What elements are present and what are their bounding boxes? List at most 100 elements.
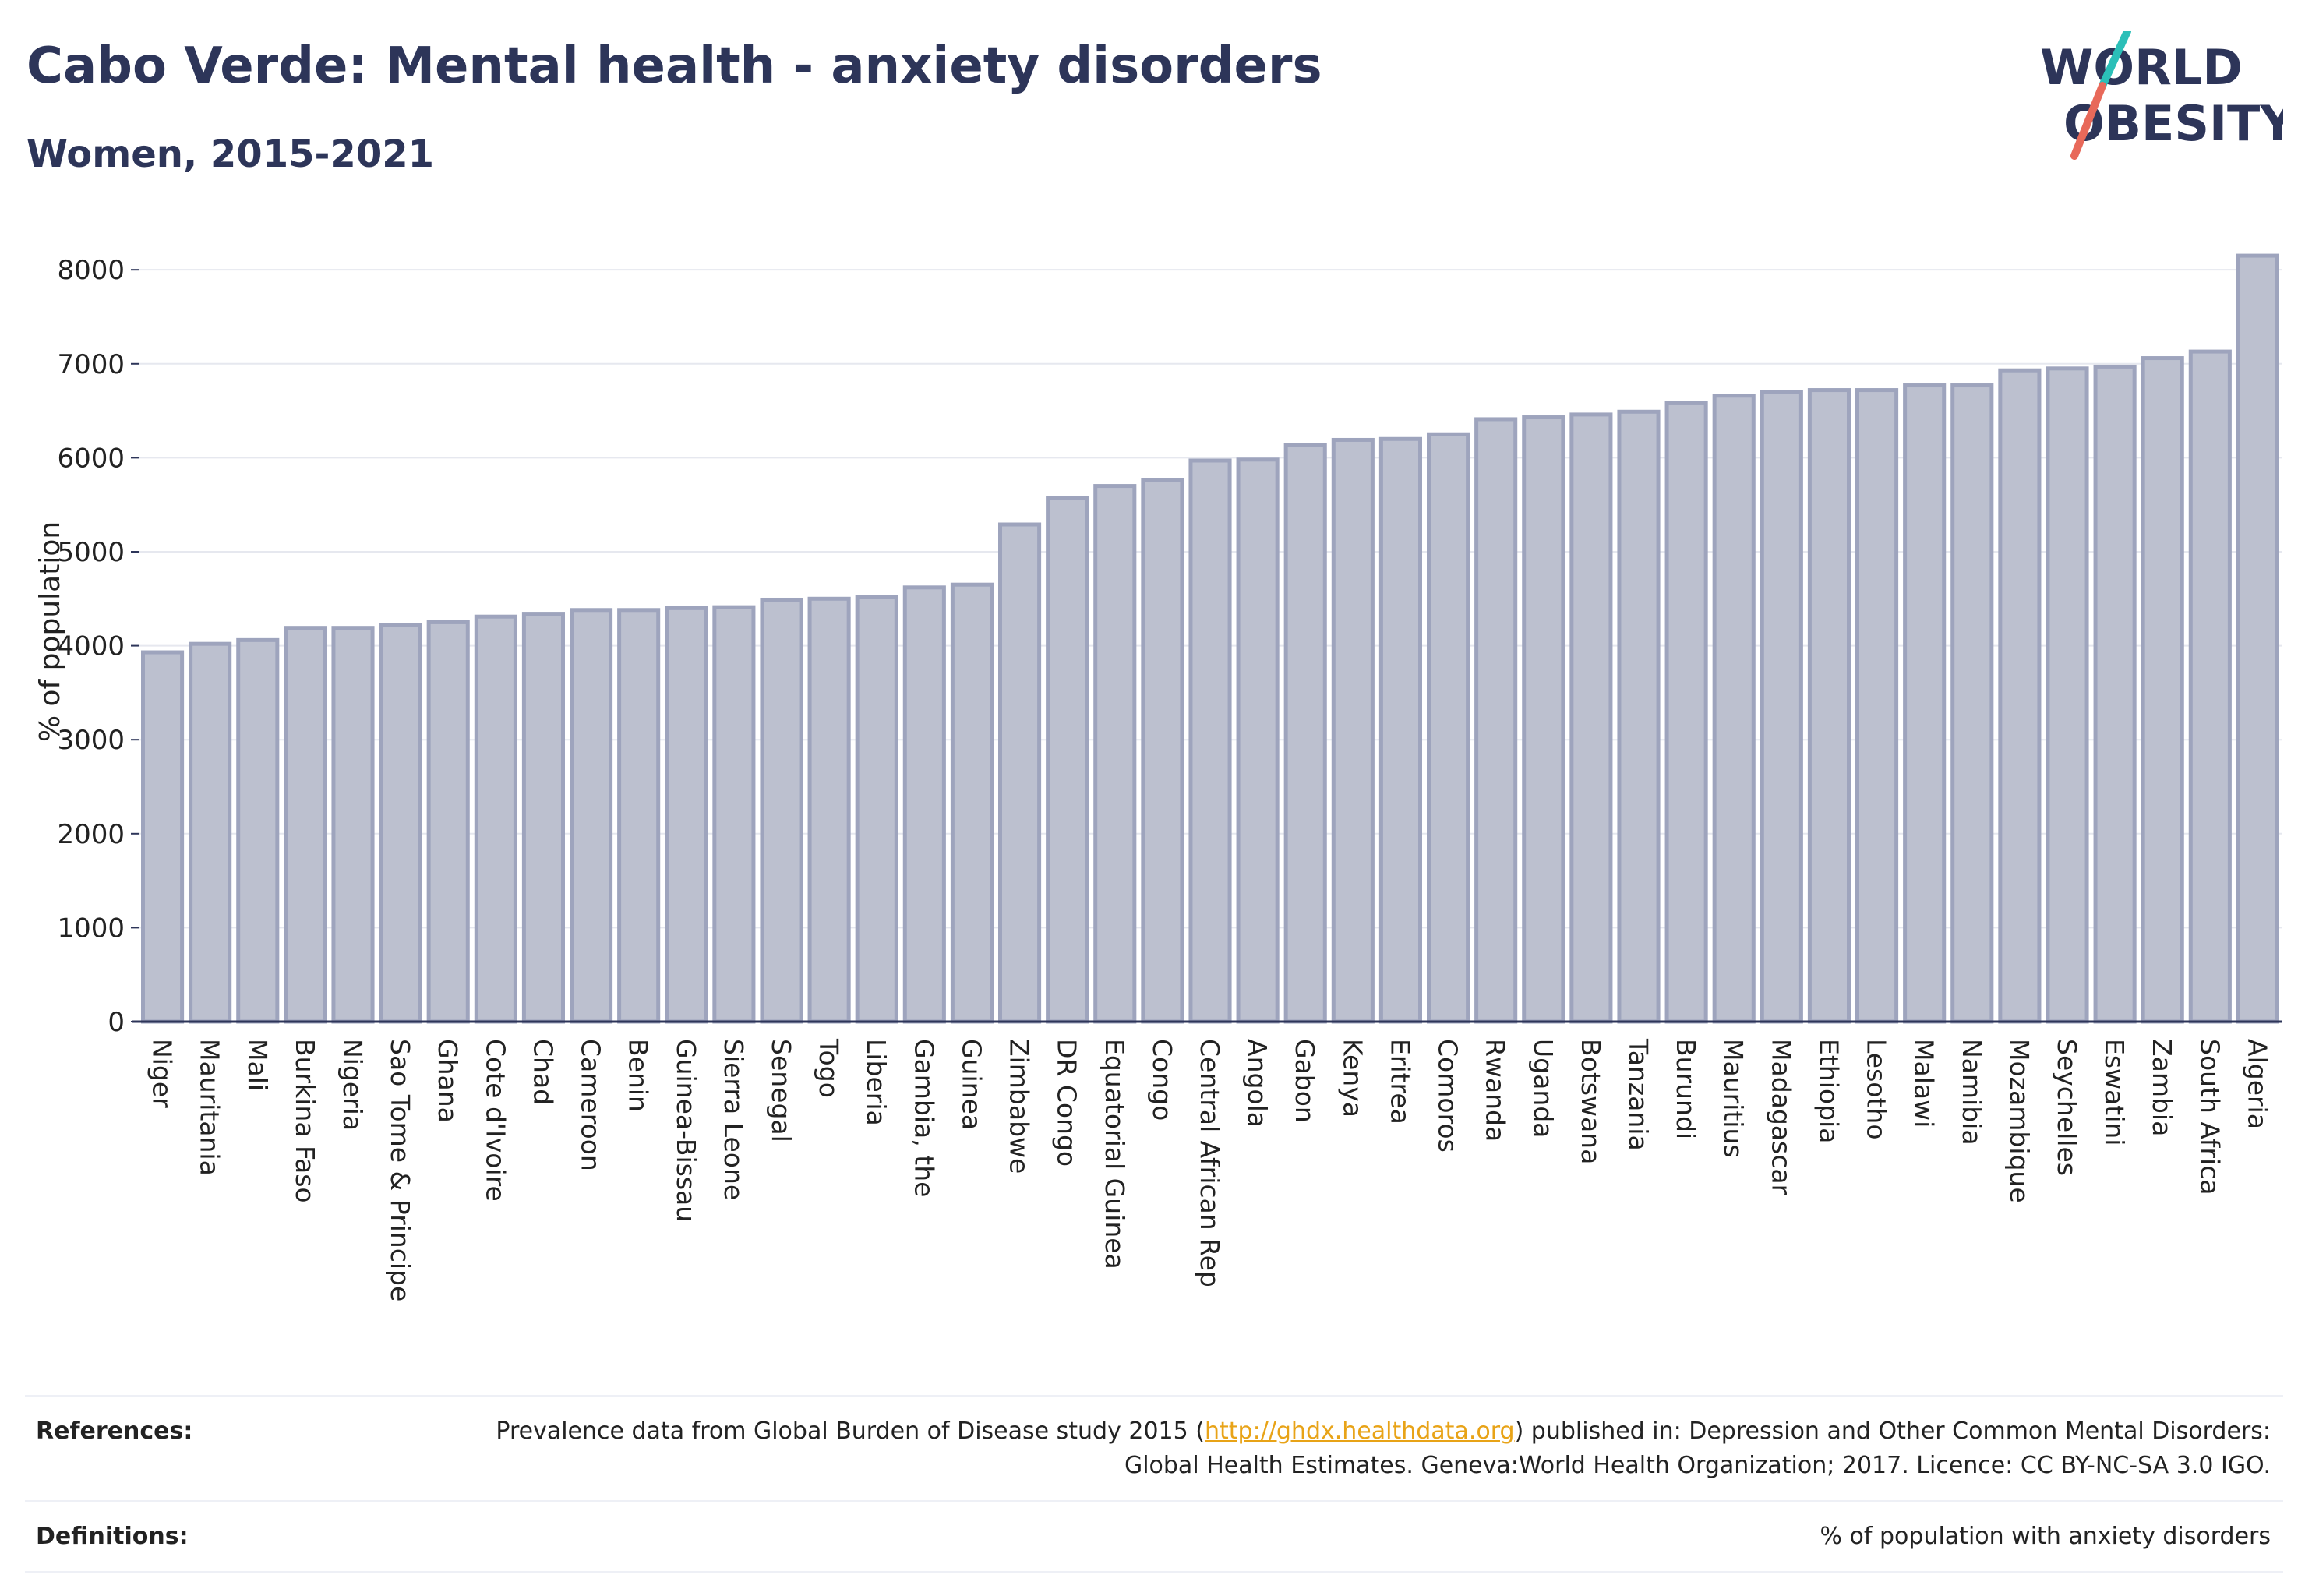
x-tick-label: Namibia (1957, 1039, 1987, 1146)
bar (1331, 437, 1375, 1024)
logo-slash-bottom (2070, 82, 2106, 160)
references-row: References: Prevalence data from Global … (25, 1397, 2283, 1502)
y-tick-label: 3000 (57, 725, 125, 756)
bar (1522, 415, 1565, 1024)
bar (1474, 417, 1518, 1024)
bar-chart: 0 1000 2000 3000 4000 5000 6000 7000 8000 % of po… (34, 253, 2282, 1301)
x-tick-label: Central African Rep (1195, 1039, 1225, 1287)
references-link[interactable]: http://ghdx.healthdata.org (1204, 1418, 1515, 1445)
x-tick-label: Benin (623, 1039, 654, 1112)
x-tick-label: Guinea-Bissau (671, 1039, 701, 1222)
bar (950, 582, 994, 1024)
bar (2141, 356, 2184, 1024)
x-tick-label: Chad (528, 1039, 558, 1105)
bar (1807, 388, 1851, 1024)
y-tick-label: 8000 (57, 255, 125, 286)
definitions-row: Definitions: % of population with anxiet… (25, 1502, 2283, 1573)
bar (902, 585, 946, 1024)
x-tick-label: Seychelles (2052, 1039, 2082, 1176)
y-axis: 0 1000 2000 3000 4000 5000 6000 7000 8000 % of po… (34, 255, 139, 1038)
y-tick-label: 6000 (57, 443, 125, 474)
bar (1712, 394, 1756, 1024)
references-text: Prevalence data from Global Burden of Di… (478, 1414, 2271, 1483)
bar (2093, 364, 2137, 1024)
bars (141, 253, 2280, 1024)
bar (2188, 349, 2232, 1024)
bar (1760, 390, 1803, 1024)
x-tick-label: Liberia (861, 1039, 891, 1126)
bar (807, 596, 851, 1024)
bar (141, 650, 185, 1024)
page-subtitle: Women, 2015-2021 (26, 132, 435, 176)
x-tick-label: Burkina Faso (290, 1039, 320, 1203)
x-tick-label: Gambia, the (909, 1039, 939, 1197)
y-tick-label: 7000 (57, 349, 125, 380)
page-title: Cabo Verde: Mental health - anxiety diso… (26, 37, 1322, 95)
bar (474, 614, 517, 1024)
bar (2046, 366, 2089, 1024)
bar (1664, 401, 1708, 1024)
bar (1046, 496, 1089, 1024)
x-tick-label: Mauritius (1718, 1039, 1749, 1158)
bar (760, 597, 803, 1024)
x-tick-label: DR Congo (1052, 1039, 1082, 1167)
bar (521, 612, 566, 1024)
world-obesity-logo: WORLD OBESITY (2040, 31, 2283, 160)
bar (331, 626, 375, 1024)
bar (284, 626, 327, 1024)
x-tick-label: Sao Tome & Principe (385, 1039, 415, 1301)
bar (1093, 484, 1137, 1024)
x-tick-label: Mali (242, 1039, 273, 1091)
references-text-after: ) published in: Depression and Other Com… (1124, 1418, 2271, 1479)
x-tick-label: Ghana (432, 1039, 463, 1123)
bar (2236, 253, 2280, 1024)
x-tick-label: Sierra Leone (718, 1039, 749, 1200)
x-axis: Niger Mauritania Mali Burkina Faso Nigeria Sa… (132, 1020, 2282, 1301)
logo-text-line2: OBESITY (2063, 95, 2283, 152)
x-tick-label: Zambia (2147, 1039, 2177, 1136)
definitions-text: % of population with anxiety disorders (1820, 1523, 2271, 1550)
x-tick-label: Senegal (766, 1039, 796, 1142)
bar (1903, 383, 1947, 1024)
x-tick-label: Congo (1147, 1039, 1177, 1121)
footer-table: References: Prevalence data from Global … (25, 1395, 2283, 1573)
y-tick-label: 5000 (57, 537, 125, 568)
bar (1427, 432, 1470, 1024)
bar (570, 608, 613, 1024)
y-tick-label: 0 (108, 1007, 125, 1038)
bar (855, 595, 898, 1024)
x-tick-label: Rwanda (1481, 1039, 1511, 1142)
y-axis-label: % of population (34, 521, 66, 742)
x-tick-label: Cameroon (576, 1039, 606, 1171)
bar (617, 608, 661, 1024)
bar (665, 606, 708, 1024)
x-tick-label: Burundi (1671, 1039, 1701, 1139)
x-tick-label: Guinea (956, 1039, 987, 1130)
bar (189, 641, 232, 1024)
bar (426, 620, 470, 1024)
x-tick-label: Cote d'Ivoire (480, 1039, 510, 1202)
bar (1855, 388, 1899, 1024)
references-text-before: Prevalence data from Global Burden of Di… (496, 1418, 1205, 1445)
x-tick-label: Algeria (2242, 1039, 2272, 1129)
x-tick-label: Gabon (1290, 1039, 1320, 1123)
x-tick-label: Ethiopia (1813, 1039, 1844, 1143)
references-label: References: (36, 1418, 193, 1445)
bar (1141, 478, 1184, 1024)
x-tick-label: Uganda (1528, 1039, 1558, 1138)
bar (1378, 436, 1423, 1024)
bar (998, 522, 1042, 1024)
x-tick-label: Zimbabwe (1004, 1039, 1035, 1174)
x-tick-label: Nigeria (337, 1039, 368, 1131)
y-tick-label: 4000 (57, 631, 125, 662)
bar (236, 637, 280, 1024)
logo-text-line1: WORLD (2040, 39, 2243, 96)
definitions-label: Definitions: (36, 1523, 189, 1550)
x-tick-label: Mauritania (195, 1039, 225, 1176)
bar (1617, 409, 1661, 1024)
x-tick-label: Eritrea (1385, 1039, 1415, 1125)
x-tick-label: South Africa (2194, 1039, 2225, 1195)
bar (1569, 412, 1613, 1024)
bar (712, 605, 756, 1024)
x-tick-label: Madagascar (1766, 1039, 1796, 1195)
